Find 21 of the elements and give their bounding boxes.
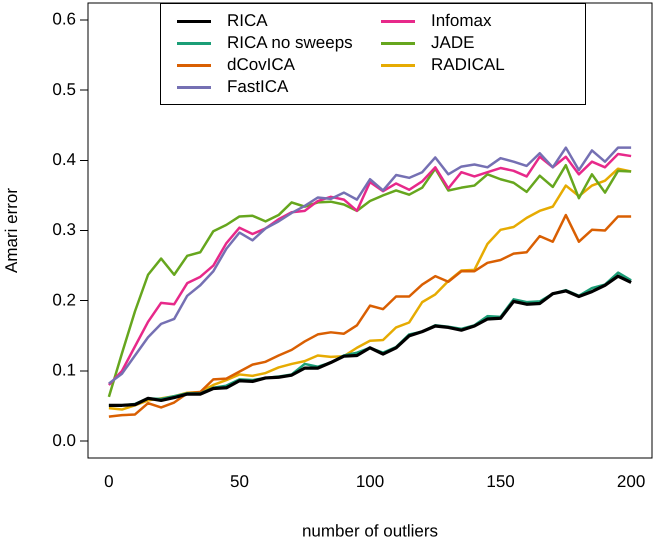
y-tick-label: 0.5 bbox=[52, 80, 76, 99]
x-tick-label: 200 bbox=[616, 472, 646, 491]
legend-label: RICA no sweeps bbox=[227, 33, 353, 53]
x-tick-label: 100 bbox=[356, 472, 384, 491]
legend-label: JADE bbox=[431, 33, 474, 53]
y-axis-title: Amari error bbox=[2, 188, 21, 274]
legend-label: RADICAL bbox=[431, 55, 505, 75]
y-tick-label: 0.6 bbox=[52, 10, 76, 29]
x-axis-title: number of outliers bbox=[302, 521, 438, 540]
y-tick-label: 0.2 bbox=[52, 290, 76, 310]
legend-label: FastICA bbox=[227, 77, 288, 97]
y-tick-label: 0.3 bbox=[52, 220, 76, 240]
x-tick-label: 150 bbox=[486, 472, 515, 491]
legend-label: Infomax bbox=[431, 11, 492, 31]
x-tick-label: 50 bbox=[230, 472, 249, 491]
y-tick-label: 0.0 bbox=[52, 430, 76, 450]
legend-label: RICA bbox=[227, 11, 268, 31]
y-tick-label: 0.1 bbox=[52, 360, 76, 380]
y-tick-label: 0.4 bbox=[52, 150, 76, 169]
legend-label: dCovICA bbox=[227, 55, 296, 75]
x-tick-label: 0 bbox=[104, 472, 114, 491]
